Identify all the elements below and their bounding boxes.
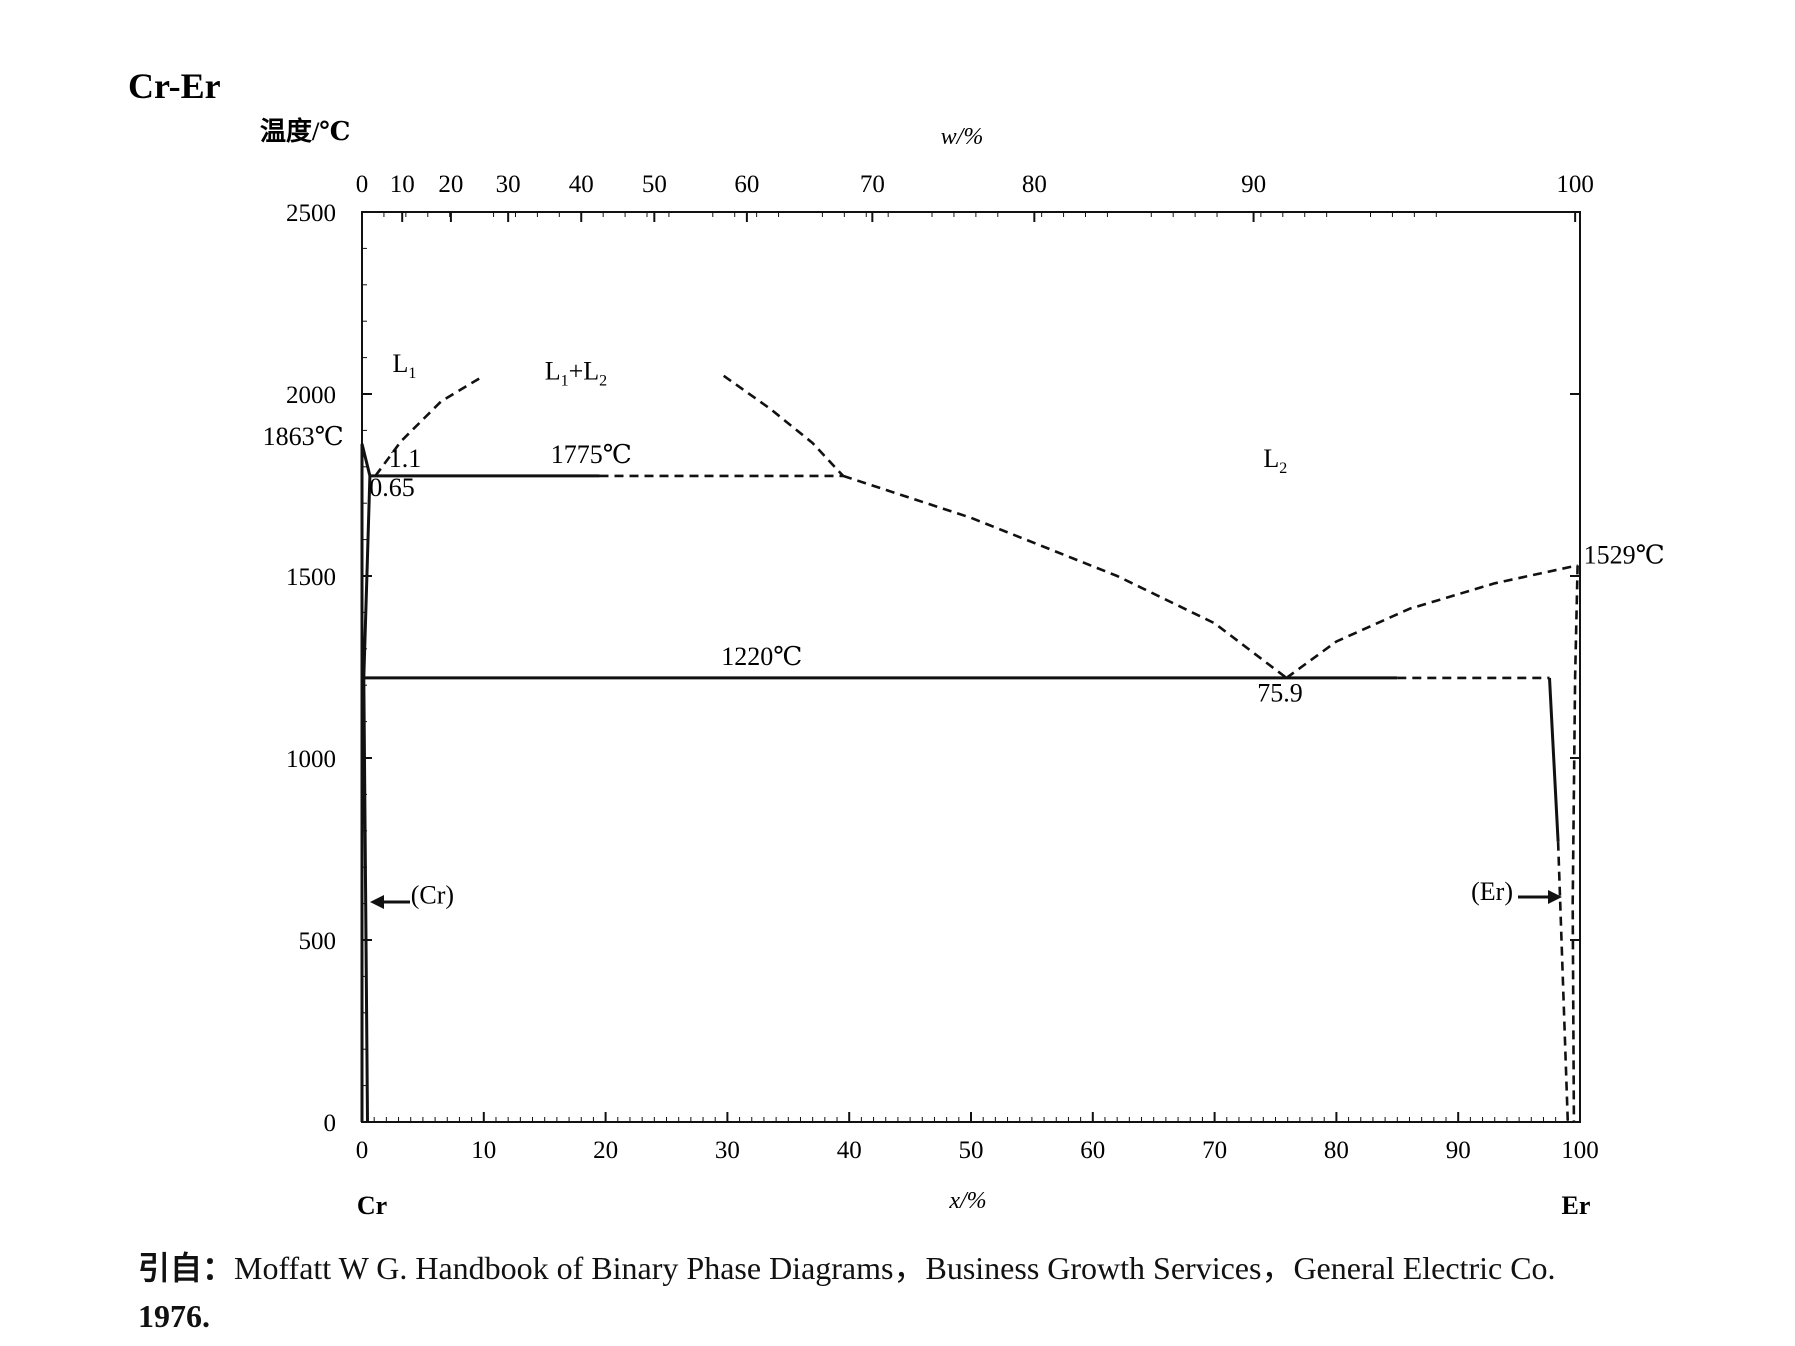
x-tick-label: 50 (959, 1137, 984, 1164)
top-tick-label: 60 (734, 171, 759, 198)
top-tick-label: 40 (569, 171, 594, 198)
top-tick-label: 100 (1556, 171, 1594, 198)
bottom-x-axis-label: x/% (948, 1188, 986, 1214)
dashed-boundary (1285, 564, 1578, 679)
right-component-label: Er (1562, 1191, 1591, 1220)
top-x-axis-label: w/% (941, 124, 984, 150)
annotation-label: 0.65 (369, 473, 415, 502)
phase-boundaries (360, 374, 1579, 1123)
x-tick-label: 100 (1561, 1137, 1599, 1164)
annotation-label: 1529℃ (1584, 540, 1665, 569)
solid-boundary (1548, 677, 1560, 842)
dashed-boundary (1571, 565, 1579, 1123)
x-tick-label: 90 (1446, 1137, 1471, 1164)
dashed-boundary (1556, 841, 1570, 1123)
x-tick-label: 80 (1324, 1137, 1349, 1164)
y-tick-label: 0 (324, 1110, 337, 1137)
top-tick-label: 20 (438, 171, 463, 198)
annotation-label: (Er) (1471, 877, 1513, 906)
dashed-boundary (722, 374, 845, 477)
annotation-label: L2 (1263, 444, 1287, 477)
annotation-label: L1 (392, 349, 416, 382)
x-tick-label: 10 (471, 1137, 496, 1164)
x-tick-label: 70 (1202, 1137, 1227, 1164)
annotation-label: 1220℃ (721, 642, 802, 671)
left-component-label: Cr (357, 1191, 387, 1220)
top-tick-label: 30 (496, 171, 521, 198)
x-tick-label: 20 (593, 1137, 618, 1164)
top-tick-label: 70 (860, 171, 885, 198)
plot-frame (361, 211, 1581, 1123)
reference-prefix: 引自： (138, 1250, 235, 1286)
reference-note: 引自：Moffatt W G. Handbook of Binary Phase… (138, 1244, 1788, 1340)
top-tick-label: 50 (642, 171, 667, 198)
annotations: L1 L1+L2 L2 1863℃ 1.10.65 1775℃ 1220℃ 75.9 1529℃… (263, 349, 1665, 909)
x-tick-label: 40 (837, 1137, 862, 1164)
annotation-label: L1+L2 (545, 356, 607, 389)
annotation-label: 75.9 (1257, 679, 1303, 708)
x-tick-label: 0 (356, 1137, 369, 1164)
y-axis-label: 温度/℃ (260, 116, 350, 146)
reference-year: 1976. (138, 1298, 210, 1334)
er-arrow (1518, 890, 1562, 904)
y-tick-label: 500 (299, 928, 337, 955)
chart-title: Cr-Er (128, 66, 221, 106)
y-tick-label: 2500 (286, 200, 336, 227)
dashed-boundary (842, 474, 1288, 679)
top-tick-label: 10 (390, 171, 415, 198)
solid-boundary (362, 475, 372, 1123)
top-tick-label: 80 (1022, 171, 1047, 198)
y-tick-label: 1000 (286, 746, 336, 773)
annotation-label: (Cr) (411, 881, 454, 910)
annotation-label: 1863℃ (263, 422, 344, 451)
reference-text: Moffatt W G. Handbook of Binary Phase Di… (234, 1250, 1556, 1286)
cr-arrow (370, 895, 410, 909)
x-tick-label: 30 (715, 1137, 740, 1164)
x-tick-label: 60 (1080, 1137, 1105, 1164)
y-tick-label: 1500 (286, 564, 336, 591)
top-tick-label: 0 (356, 171, 369, 198)
top-tick-label: 90 (1241, 171, 1266, 198)
y-tick-label: 2000 (286, 382, 336, 409)
dashed-boundary (374, 374, 485, 477)
annotation-label: 1.1 (389, 444, 422, 473)
annotation-label: 1775℃ (551, 440, 632, 469)
